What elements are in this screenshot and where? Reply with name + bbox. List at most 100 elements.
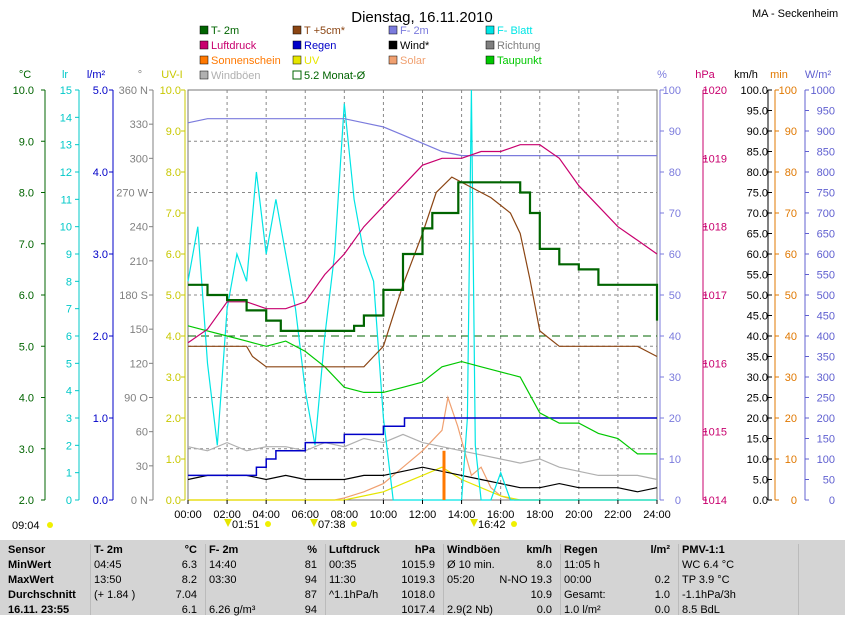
axis-tick-label: 8.0 <box>166 167 181 179</box>
axis-unit: min <box>770 69 788 81</box>
axis-tick-label: 850 <box>817 147 835 159</box>
sun-icon <box>511 521 517 527</box>
footer-row: TP 3.9 °C <box>678 574 798 589</box>
footer-row: 6.1 <box>90 604 205 619</box>
footer-cell: WC 6.4 °C <box>682 559 735 571</box>
footer-header: Luftdruck hPa <box>325 544 443 559</box>
legend-label: T- 2m <box>211 25 239 37</box>
footer-cell: 11:05 h <box>564 559 600 571</box>
footer-column: T- 2m °C 04:45 6.3 13:50 8.2 (+ 1.84 ) 7.04 6.1 <box>90 544 206 616</box>
footer-row: 00:00 0.2 <box>560 574 678 589</box>
axis-tick-label: 10 <box>785 454 797 466</box>
axis-tick-label: 11 <box>61 194 72 206</box>
legend-label: UV <box>304 55 320 67</box>
axis-tick-label: 900 <box>817 126 835 138</box>
axis-tick-label: 0.0 <box>166 495 181 507</box>
axis-tick-label: 1.0 <box>166 454 181 466</box>
legend-swatch <box>199 25 209 35</box>
axis-tick-label: 1020 <box>703 85 727 97</box>
axis-tick-label: 9.0 <box>166 126 181 138</box>
legend-item: T- 2m <box>199 25 239 37</box>
footer-cell: 8.2 <box>181 574 197 586</box>
axis-tick-label: 7.0 <box>19 239 34 251</box>
footer-cell: 94 <box>304 604 317 616</box>
footer-cell: 13:50 <box>94 574 122 586</box>
legend-swatch <box>388 40 398 50</box>
axis-tick-label: 30.0 <box>747 372 768 384</box>
legend-item: Richtung <box>485 40 540 52</box>
axis-unit: km/h <box>734 69 758 81</box>
axis-tick-label: 5.0 <box>166 290 181 302</box>
axis-tick-label: 15.0 <box>747 434 768 446</box>
footer-cell: 6.3 <box>181 559 197 571</box>
legend-label: Solar <box>400 55 426 67</box>
axis-3: ° 360 N 330 300 270 W 240 210 180 S 150 120 90 O 60… <box>116 69 154 507</box>
axis-unit: ° <box>138 69 142 81</box>
axis-unit: hPa <box>695 69 715 81</box>
footer-cell: 6.26 g/m³ <box>209 604 256 616</box>
footer-cell: 16.11. 23:55 <box>8 604 70 616</box>
axis-tick-label: 90.0 <box>747 126 768 138</box>
legend-label: Windböen <box>211 70 261 82</box>
sun-mark: 07:38 <box>310 519 357 531</box>
axis-tick-label: 500 <box>817 290 835 302</box>
axis-tick-label: 0.0 <box>753 495 768 507</box>
footer-header: Regen l/m² <box>560 544 678 559</box>
axis-tick-label: 360 N <box>119 85 148 97</box>
axis-4: UV-I 10.0 9.0 8.0 7.0 6.0 5.0 4.0 3.0 2.0 1.0 0.0 <box>160 69 186 507</box>
footer-cell: 7.04 <box>175 589 197 601</box>
station-label: MA - Seckenheim <box>752 8 838 20</box>
footer-row: 16.11. 23:55 <box>0 604 90 619</box>
footer-cell: 1018.0 <box>401 589 435 601</box>
axis-tick-label: 50 <box>823 475 835 487</box>
legend-item: F- Blatt <box>485 25 532 37</box>
legend-item: UV <box>292 55 320 67</box>
footer-row: Ø 10 min. 8.0 <box>443 559 560 574</box>
axis-tick-label: 0 <box>791 495 797 507</box>
axis-tick-label: 65.0 <box>747 229 768 241</box>
series-f-blatt <box>187 89 657 501</box>
axis-tick-label: 400 <box>817 331 835 343</box>
sun-icon <box>265 521 271 527</box>
legend-item: Taupunkt <box>485 55 542 67</box>
footer-cell: F- 2m <box>209 544 239 556</box>
footer-cell: Ø 10 min. <box>447 559 495 571</box>
sun-mark-label: 01:51 <box>232 519 260 531</box>
footer-column: F- 2m% 14:40 81 03:30 94 87 6.26 g/m³ 94 <box>205 544 326 616</box>
axis-tick-label: 35.0 <box>747 352 768 364</box>
legend-item: F- 2m <box>388 25 429 37</box>
footer-row: 05:20 N-NO 19.3 <box>443 574 560 589</box>
axis-tick-label: 4 <box>66 386 72 398</box>
axis-tick-label: 1016 <box>703 358 727 370</box>
axis-tick-label: 4.0 <box>93 167 108 179</box>
axis-tick-label: 10.0 <box>160 85 181 97</box>
sun-arrow-icon <box>470 519 478 527</box>
legend-swatch <box>292 55 302 65</box>
axis-tick-label: 3.0 <box>93 249 108 261</box>
axis-tick-label: 100 <box>663 85 681 97</box>
sun-mark-label: 16:42 <box>478 519 506 531</box>
series-t-2m <box>188 181 659 332</box>
footer-cell: Sensor <box>8 544 46 556</box>
axis-tick-label: 8.0 <box>19 188 34 200</box>
footer-cell: 81 <box>304 559 317 571</box>
axis-tick-label: 45.0 <box>747 311 768 323</box>
legend-item: Windböen <box>199 70 261 82</box>
x-axis: 00:00 02:00 04:00 06:00 08:00 10:00 12:00 14:00… <box>12 500 671 532</box>
axis-tick-label: 10 <box>669 454 681 466</box>
footer-cell: 87 <box>304 589 317 601</box>
axis-tick-label: 25.0 <box>747 393 768 405</box>
axis-tick-label: 12 <box>60 167 72 179</box>
axis-tick-label: 9 <box>66 249 72 261</box>
axis-tick-label: 4.0 <box>166 331 181 343</box>
axis-tick-label: 75.0 <box>747 188 768 200</box>
footer-cell: 1.0 l/m² <box>564 604 601 616</box>
footer-header: Sensor <box>0 544 90 559</box>
axis-tick-label: 40 <box>669 331 681 343</box>
axis-7: km/h 100.0 95.0 90.0 85.0 80.0 75.0 70.0 65.0 60.… <box>734 69 772 507</box>
legend-label: Regen <box>304 40 336 52</box>
axis-tick-label: 15 <box>60 85 72 97</box>
footer-cell: T- 2m <box>94 544 123 556</box>
sun-mark-label: 09:04 <box>12 520 40 532</box>
footer-cell: 0.0 <box>536 604 552 616</box>
